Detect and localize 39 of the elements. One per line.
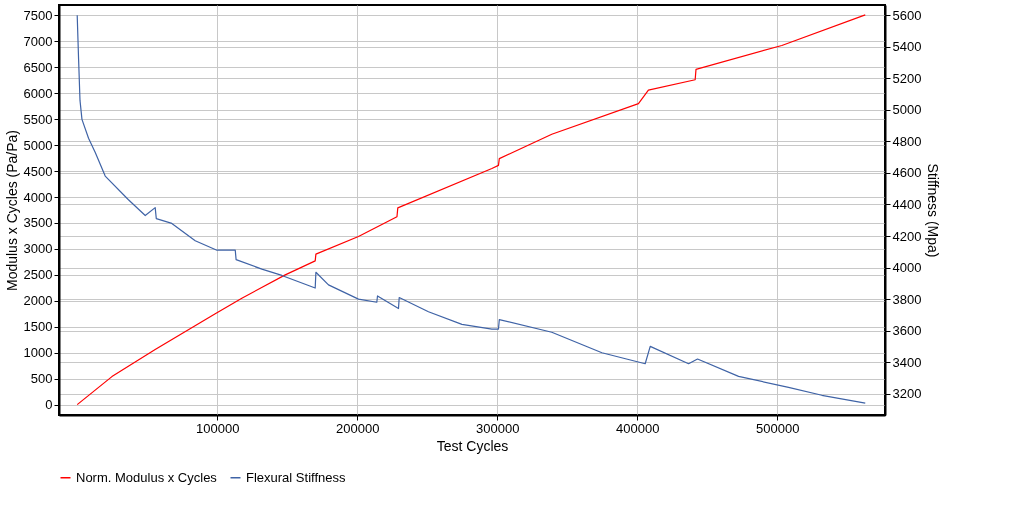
- y2-tick-label: 4600: [892, 165, 922, 181]
- y2-tick-label: 5600: [892, 7, 922, 23]
- y2-tick-label: 3600: [892, 323, 922, 339]
- legend-label: Norm. Modulus x Cycles: [76, 469, 218, 485]
- y2-tick-label: 5400: [892, 39, 922, 55]
- y-tick-label: 5000: [23, 137, 53, 153]
- y-tick-label: 2500: [23, 267, 53, 283]
- x-tick-label: 500000: [756, 420, 800, 436]
- y-tick-label: 1000: [23, 345, 53, 361]
- y-tick-label: 4000: [23, 189, 53, 205]
- x-tick-label: 100000: [196, 420, 240, 436]
- y-tick-label: 1500: [23, 319, 53, 335]
- y2-tick-label: 5000: [892, 102, 922, 118]
- y-tick-label: 3000: [23, 241, 53, 257]
- y2-tick-label: 4000: [892, 260, 922, 276]
- y-tick-label: 2000: [23, 293, 53, 309]
- x-axis-title: Test Cycles: [436, 437, 509, 454]
- y-tick-label: 5500: [23, 111, 53, 127]
- y-tick-label: 6500: [23, 59, 53, 75]
- y-tick-label: 7500: [23, 7, 53, 23]
- y-tick-label: 0: [45, 397, 53, 413]
- legend-label: Flexural Stiffness: [246, 469, 346, 485]
- y-tick-label: 4500: [23, 163, 53, 179]
- y-tick-label: 7000: [23, 33, 53, 49]
- y-axis-title: Modulus x Cycles (Pa/Pa): [3, 129, 20, 292]
- y2-tick-label: 4400: [892, 196, 922, 212]
- y2-tick-label: 4800: [892, 133, 922, 149]
- y-tick-label: 500: [30, 371, 53, 387]
- y-tick-label: 6000: [23, 85, 53, 101]
- x-tick-label: 400000: [616, 420, 660, 436]
- x-tick-label: 200000: [336, 420, 380, 436]
- y2-tick-label: 4200: [892, 228, 922, 244]
- x-tick-label: 300000: [476, 420, 520, 436]
- y2-tick-label: 3200: [892, 386, 922, 402]
- y-tick-label: 3500: [23, 215, 53, 231]
- y2-tick-label: 3400: [892, 354, 922, 370]
- y2-tick-label: 3800: [892, 291, 922, 307]
- y2-axis-title: Stiffness (Mpa): [925, 163, 942, 258]
- y2-tick-label: 5200: [892, 70, 922, 86]
